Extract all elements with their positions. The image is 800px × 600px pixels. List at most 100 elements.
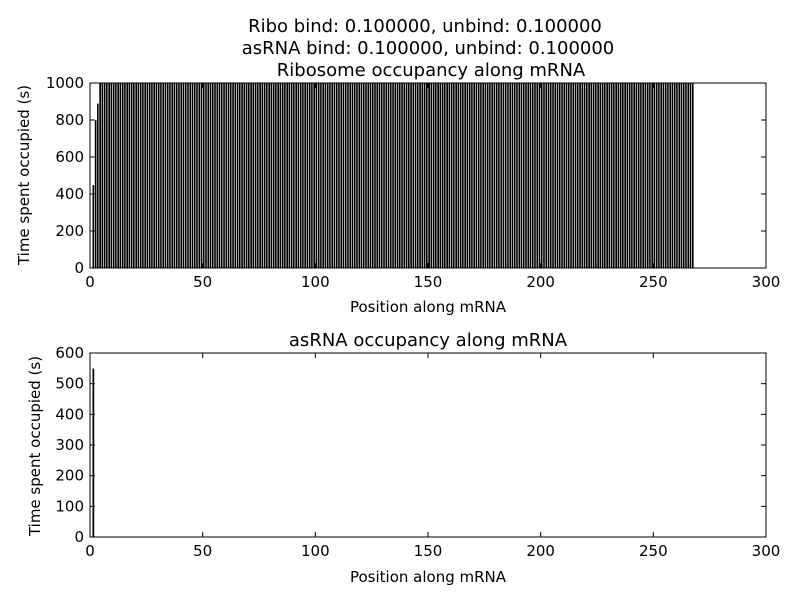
ribosome-bar [231, 82, 235, 269]
ribosome-bar [580, 82, 584, 269]
ribosome-y-ticks: 0 200 400 600 800 1000 [46, 74, 766, 277]
ribosome-bar [459, 82, 463, 269]
ribosome-bar [209, 82, 212, 269]
ribosome-bar [400, 82, 404, 269]
ribosome-chart-title: Ribosome occupancy along mRNA [277, 60, 586, 81]
ribosome-bar [686, 82, 690, 269]
ribosome-bar [556, 82, 559, 269]
ribosome-bar [420, 82, 424, 269]
ribosome-bar [684, 82, 688, 269]
asrna-chart-title: asRNA occupancy along mRNA [289, 330, 568, 351]
ribosome-bar [121, 82, 125, 269]
ribosome-bar [680, 82, 683, 269]
ribosome-bar [632, 82, 636, 269]
ribosome-bar [558, 82, 562, 269]
ribosome-bar [479, 82, 483, 269]
ribosome-bar [549, 82, 553, 269]
ribosome-bar [398, 82, 402, 269]
ribosome-bar [308, 82, 312, 269]
ribosome-bar [614, 82, 618, 269]
ribosome-bar [540, 82, 544, 269]
ribosome-bar [134, 82, 138, 269]
suptitle-line-2: asRNA bind: 0.100000, unbind: 0.100000 [242, 38, 615, 59]
ribosome-bar [635, 82, 638, 269]
ribosome-bar [312, 82, 316, 269]
ribosome-bar [630, 82, 634, 269]
ribosome-bar [242, 82, 246, 269]
ribosome-bar [448, 82, 451, 269]
asrna-bars [91, 368, 95, 538]
ribosome-bar [477, 82, 481, 269]
ribosome-bar [200, 82, 203, 269]
ribosome-bar [610, 82, 614, 269]
ribosome-bar [438, 82, 442, 269]
ribosome-bar [529, 82, 532, 269]
ribosome-bar [396, 82, 399, 269]
ribosome-bar [321, 82, 325, 269]
ribosome-bar [445, 82, 449, 269]
ribosome-bar [256, 82, 260, 269]
ribosome-bar [423, 82, 427, 269]
ribosome-bar [351, 82, 354, 269]
ribosome-bar [249, 82, 253, 269]
ribosome-bar [601, 82, 605, 269]
ribosome-bar [128, 82, 131, 269]
ribosome-bar [177, 82, 181, 269]
ribosome-bar [238, 82, 242, 269]
asrna-x-axis-label: Position along mRNA [350, 568, 507, 586]
ribosome-bar [488, 82, 492, 269]
asrna-y-axis-label: Time spent occupied (s) [26, 356, 44, 537]
ribosome-bar [98, 82, 102, 269]
ribosome-bar [197, 82, 201, 269]
ribosome-bar [475, 82, 478, 269]
ribosome-bar [215, 82, 219, 269]
asrna-x-tick-label: 0 [85, 542, 95, 560]
ribosome-bar [511, 82, 514, 269]
ribosome-y-tick-label: 1000 [46, 74, 84, 92]
ribosome-bar [682, 82, 686, 269]
ribosome-bar [671, 82, 674, 269]
ribosome-bar [155, 82, 158, 269]
ribosome-bar [441, 82, 445, 269]
ribosome-bar [281, 82, 285, 269]
ribosome-bar [288, 82, 291, 269]
ribosome-bar [251, 82, 255, 269]
asrna-occupancy-chart: asRNA occupancy along mRNA 0 50 100 150 200 2… [26, 330, 780, 586]
ribosome-bar [195, 82, 199, 269]
ribosome-bar [571, 82, 575, 269]
ribosome-bar [691, 82, 695, 269]
ribosome-bar [191, 82, 194, 269]
ribosome-bar [285, 82, 289, 269]
ribosome-bar [603, 82, 607, 269]
ribosome-bar [502, 82, 505, 269]
ribosome-bar [166, 82, 170, 269]
ribosome-bar [125, 82, 129, 269]
ribosome-bar [515, 82, 519, 269]
ribosome-bar [522, 82, 526, 269]
ribosome-bar [141, 82, 145, 269]
ribosome-x-tick-label: 0 [85, 273, 95, 291]
ribosome-bar [689, 82, 692, 269]
asrna-y-tick-label: 600 [55, 344, 84, 362]
ribosome-bar [335, 82, 339, 269]
ribosome-bar [157, 82, 161, 269]
ribosome-bar [553, 82, 557, 269]
ribosome-bar [303, 82, 307, 269]
ribosome-x-tick-label: 200 [526, 273, 555, 291]
ribosome-bar [673, 82, 677, 269]
ribosome-bar [517, 82, 521, 269]
ribosome-bar [565, 82, 568, 269]
ribosome-bar [245, 82, 249, 269]
ribosome-bar [535, 82, 539, 269]
asrna-y-tick-label: 400 [55, 405, 84, 423]
ribosome-bar [493, 82, 496, 269]
ribosome-bar [139, 82, 143, 269]
asrna-x-tick-label: 150 [414, 542, 443, 560]
ribosome-bar [387, 82, 390, 269]
ribosome-bar [587, 82, 591, 269]
ribosome-bar [276, 82, 280, 269]
ribosome-bar [173, 82, 176, 269]
ribosome-bar [342, 82, 345, 269]
ribosome-bar [236, 82, 239, 269]
ribosome-bar [229, 82, 233, 269]
